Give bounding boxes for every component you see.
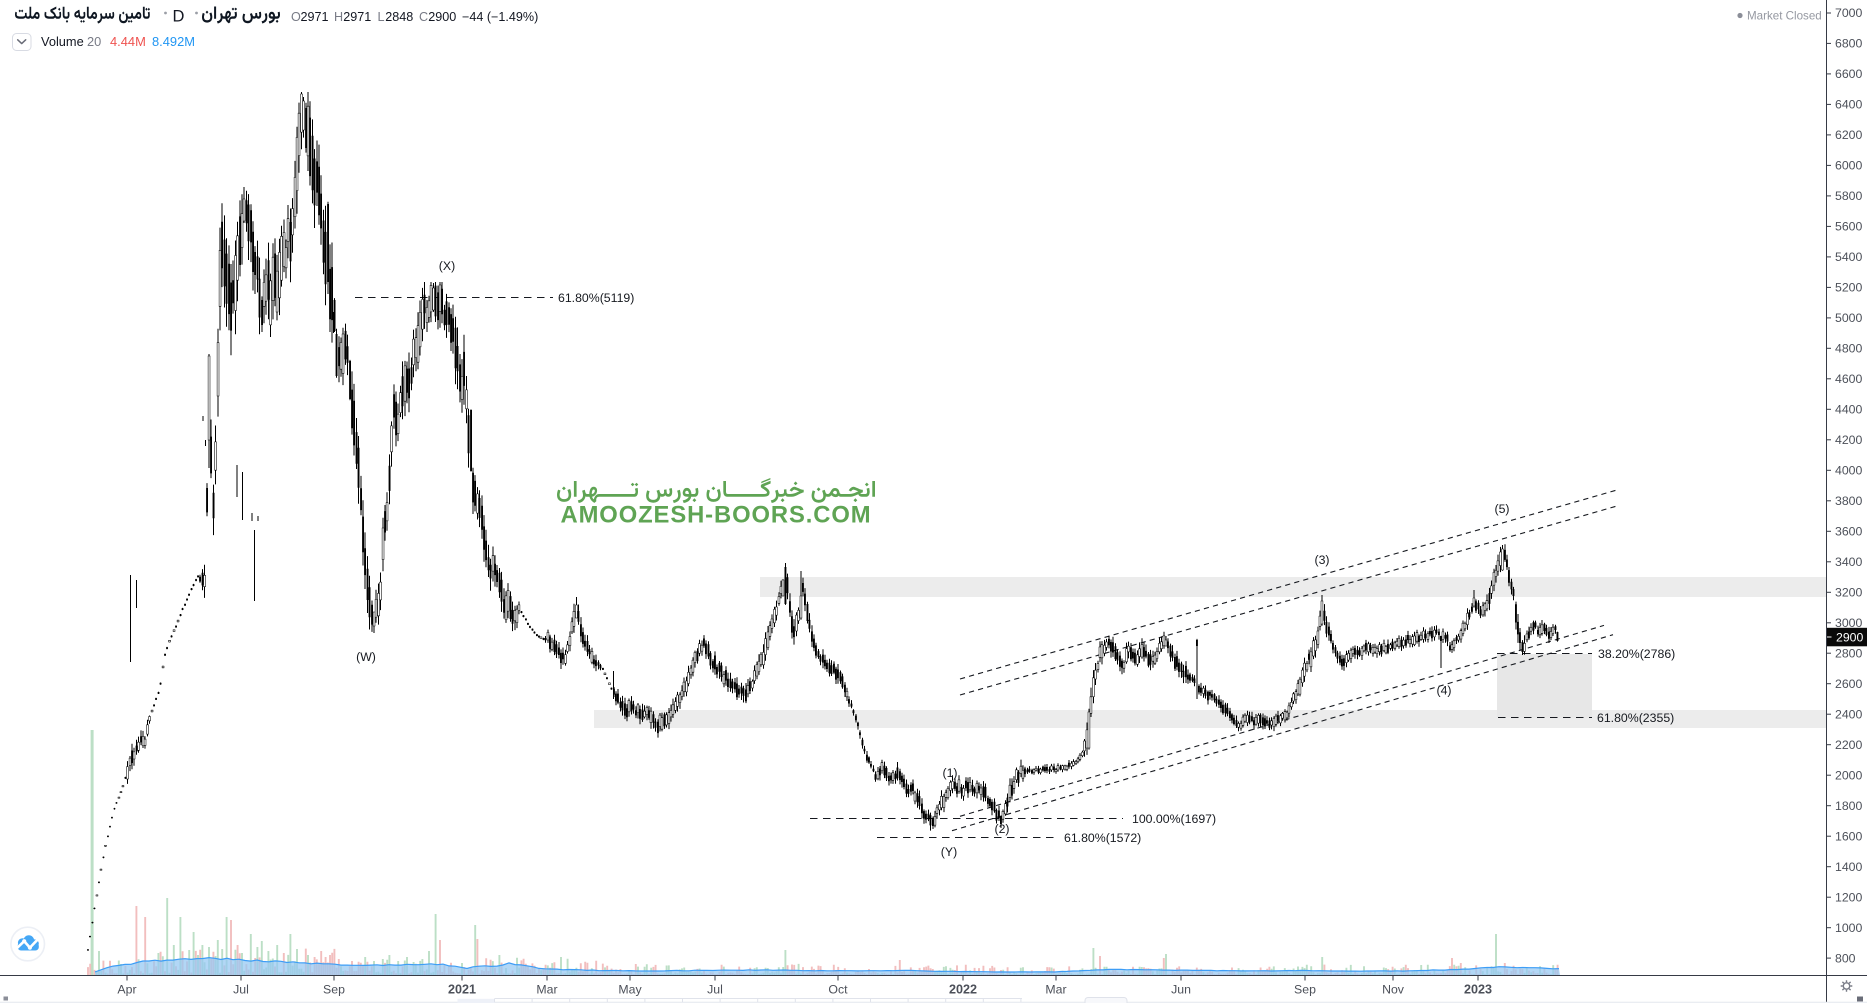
svg-text:Volume: Volume xyxy=(41,34,84,49)
svg-text:3000: 3000 xyxy=(1835,616,1863,630)
svg-text:8.492M: 8.492M xyxy=(152,34,195,49)
svg-text:7000: 7000 xyxy=(1835,6,1863,20)
svg-text:H: H xyxy=(334,10,343,24)
svg-text:61.80%(1572): 61.80%(1572) xyxy=(1064,831,1141,845)
svg-text:(W): (W) xyxy=(356,650,376,664)
svg-text:2800: 2800 xyxy=(1835,646,1863,660)
svg-text:1800: 1800 xyxy=(1835,799,1863,813)
svg-text:6800: 6800 xyxy=(1835,37,1863,51)
svg-text:L: L xyxy=(378,10,385,24)
svg-text:5400: 5400 xyxy=(1835,250,1863,264)
svg-text:D: D xyxy=(173,8,185,26)
svg-text:1600: 1600 xyxy=(1835,829,1863,843)
svg-text:Jul: Jul xyxy=(233,983,249,997)
svg-text:Jun: Jun xyxy=(1171,983,1191,997)
svg-text:2848: 2848 xyxy=(385,10,413,24)
svg-text:4400: 4400 xyxy=(1835,403,1863,417)
svg-text:3400: 3400 xyxy=(1835,555,1863,569)
svg-text:6400: 6400 xyxy=(1835,98,1863,112)
svg-text:4000: 4000 xyxy=(1835,464,1863,478)
svg-text:(1): (1) xyxy=(942,766,957,780)
svg-text:5800: 5800 xyxy=(1835,189,1863,203)
svg-text:2200: 2200 xyxy=(1835,738,1863,752)
svg-text:4.44M: 4.44M xyxy=(110,34,146,49)
svg-text:Apr: Apr xyxy=(117,983,136,997)
svg-text:O: O xyxy=(291,10,301,24)
svg-text:2400: 2400 xyxy=(1835,707,1863,721)
svg-text:800: 800 xyxy=(1835,951,1856,965)
svg-text:2600: 2600 xyxy=(1835,677,1863,691)
svg-text:(4): (4) xyxy=(1436,684,1451,698)
svg-text:1400: 1400 xyxy=(1835,860,1863,874)
svg-text:(X): (X) xyxy=(439,259,455,273)
svg-text:Market Closed: Market Closed xyxy=(1747,10,1822,23)
svg-text:C: C xyxy=(419,10,428,24)
svg-text:Sep: Sep xyxy=(1294,983,1316,997)
svg-text:Mar: Mar xyxy=(1045,983,1066,997)
svg-text:Mar: Mar xyxy=(536,983,557,997)
svg-text:Nov: Nov xyxy=(1382,983,1405,997)
svg-text:(Y): (Y) xyxy=(941,845,957,859)
svg-text:6200: 6200 xyxy=(1835,128,1863,142)
svg-text:3600: 3600 xyxy=(1835,525,1863,539)
svg-text:−44 (−1.49%): −44 (−1.49%) xyxy=(462,10,538,24)
svg-text:Oct: Oct xyxy=(828,983,848,997)
svg-text:Jul: Jul xyxy=(707,983,723,997)
svg-text:2971: 2971 xyxy=(301,10,329,24)
svg-text:Sep: Sep xyxy=(323,983,345,997)
svg-text:May: May xyxy=(618,983,642,997)
svg-text:(5): (5) xyxy=(1494,502,1509,516)
svg-text:2023: 2023 xyxy=(1464,983,1492,997)
svg-text:100.00%(1697): 100.00%(1697) xyxy=(1132,812,1216,826)
svg-text:20: 20 xyxy=(87,34,101,49)
svg-text:4800: 4800 xyxy=(1835,342,1863,356)
svg-text:2000: 2000 xyxy=(1835,768,1863,782)
svg-text:5600: 5600 xyxy=(1835,220,1863,234)
svg-text:(3): (3) xyxy=(1314,553,1329,567)
svg-text:2971: 2971 xyxy=(343,10,371,24)
svg-text:61.80%(2355): 61.80%(2355) xyxy=(1597,711,1674,725)
svg-text:61.80%(5119): 61.80%(5119) xyxy=(558,291,634,305)
svg-text:4200: 4200 xyxy=(1835,433,1863,447)
svg-text:4600: 4600 xyxy=(1835,372,1863,386)
svg-text:AMOOZESH-BOORS.COM: AMOOZESH-BOORS.COM xyxy=(560,502,871,529)
svg-text:1000: 1000 xyxy=(1835,921,1863,935)
svg-text:3800: 3800 xyxy=(1835,494,1863,508)
svg-text:2021: 2021 xyxy=(448,983,476,997)
svg-text:38.20%(2786): 38.20%(2786) xyxy=(1598,647,1675,661)
svg-text:6600: 6600 xyxy=(1835,67,1863,81)
svg-text:5200: 5200 xyxy=(1835,281,1863,295)
svg-text:2900: 2900 xyxy=(1836,630,1864,644)
svg-text:5000: 5000 xyxy=(1835,311,1863,325)
svg-text:(2): (2) xyxy=(994,822,1009,836)
svg-text:3200: 3200 xyxy=(1835,586,1863,600)
svg-text:2900: 2900 xyxy=(428,10,456,24)
svg-text:6000: 6000 xyxy=(1835,159,1863,173)
svg-text:1200: 1200 xyxy=(1835,890,1863,904)
svg-text:2022: 2022 xyxy=(949,983,977,997)
